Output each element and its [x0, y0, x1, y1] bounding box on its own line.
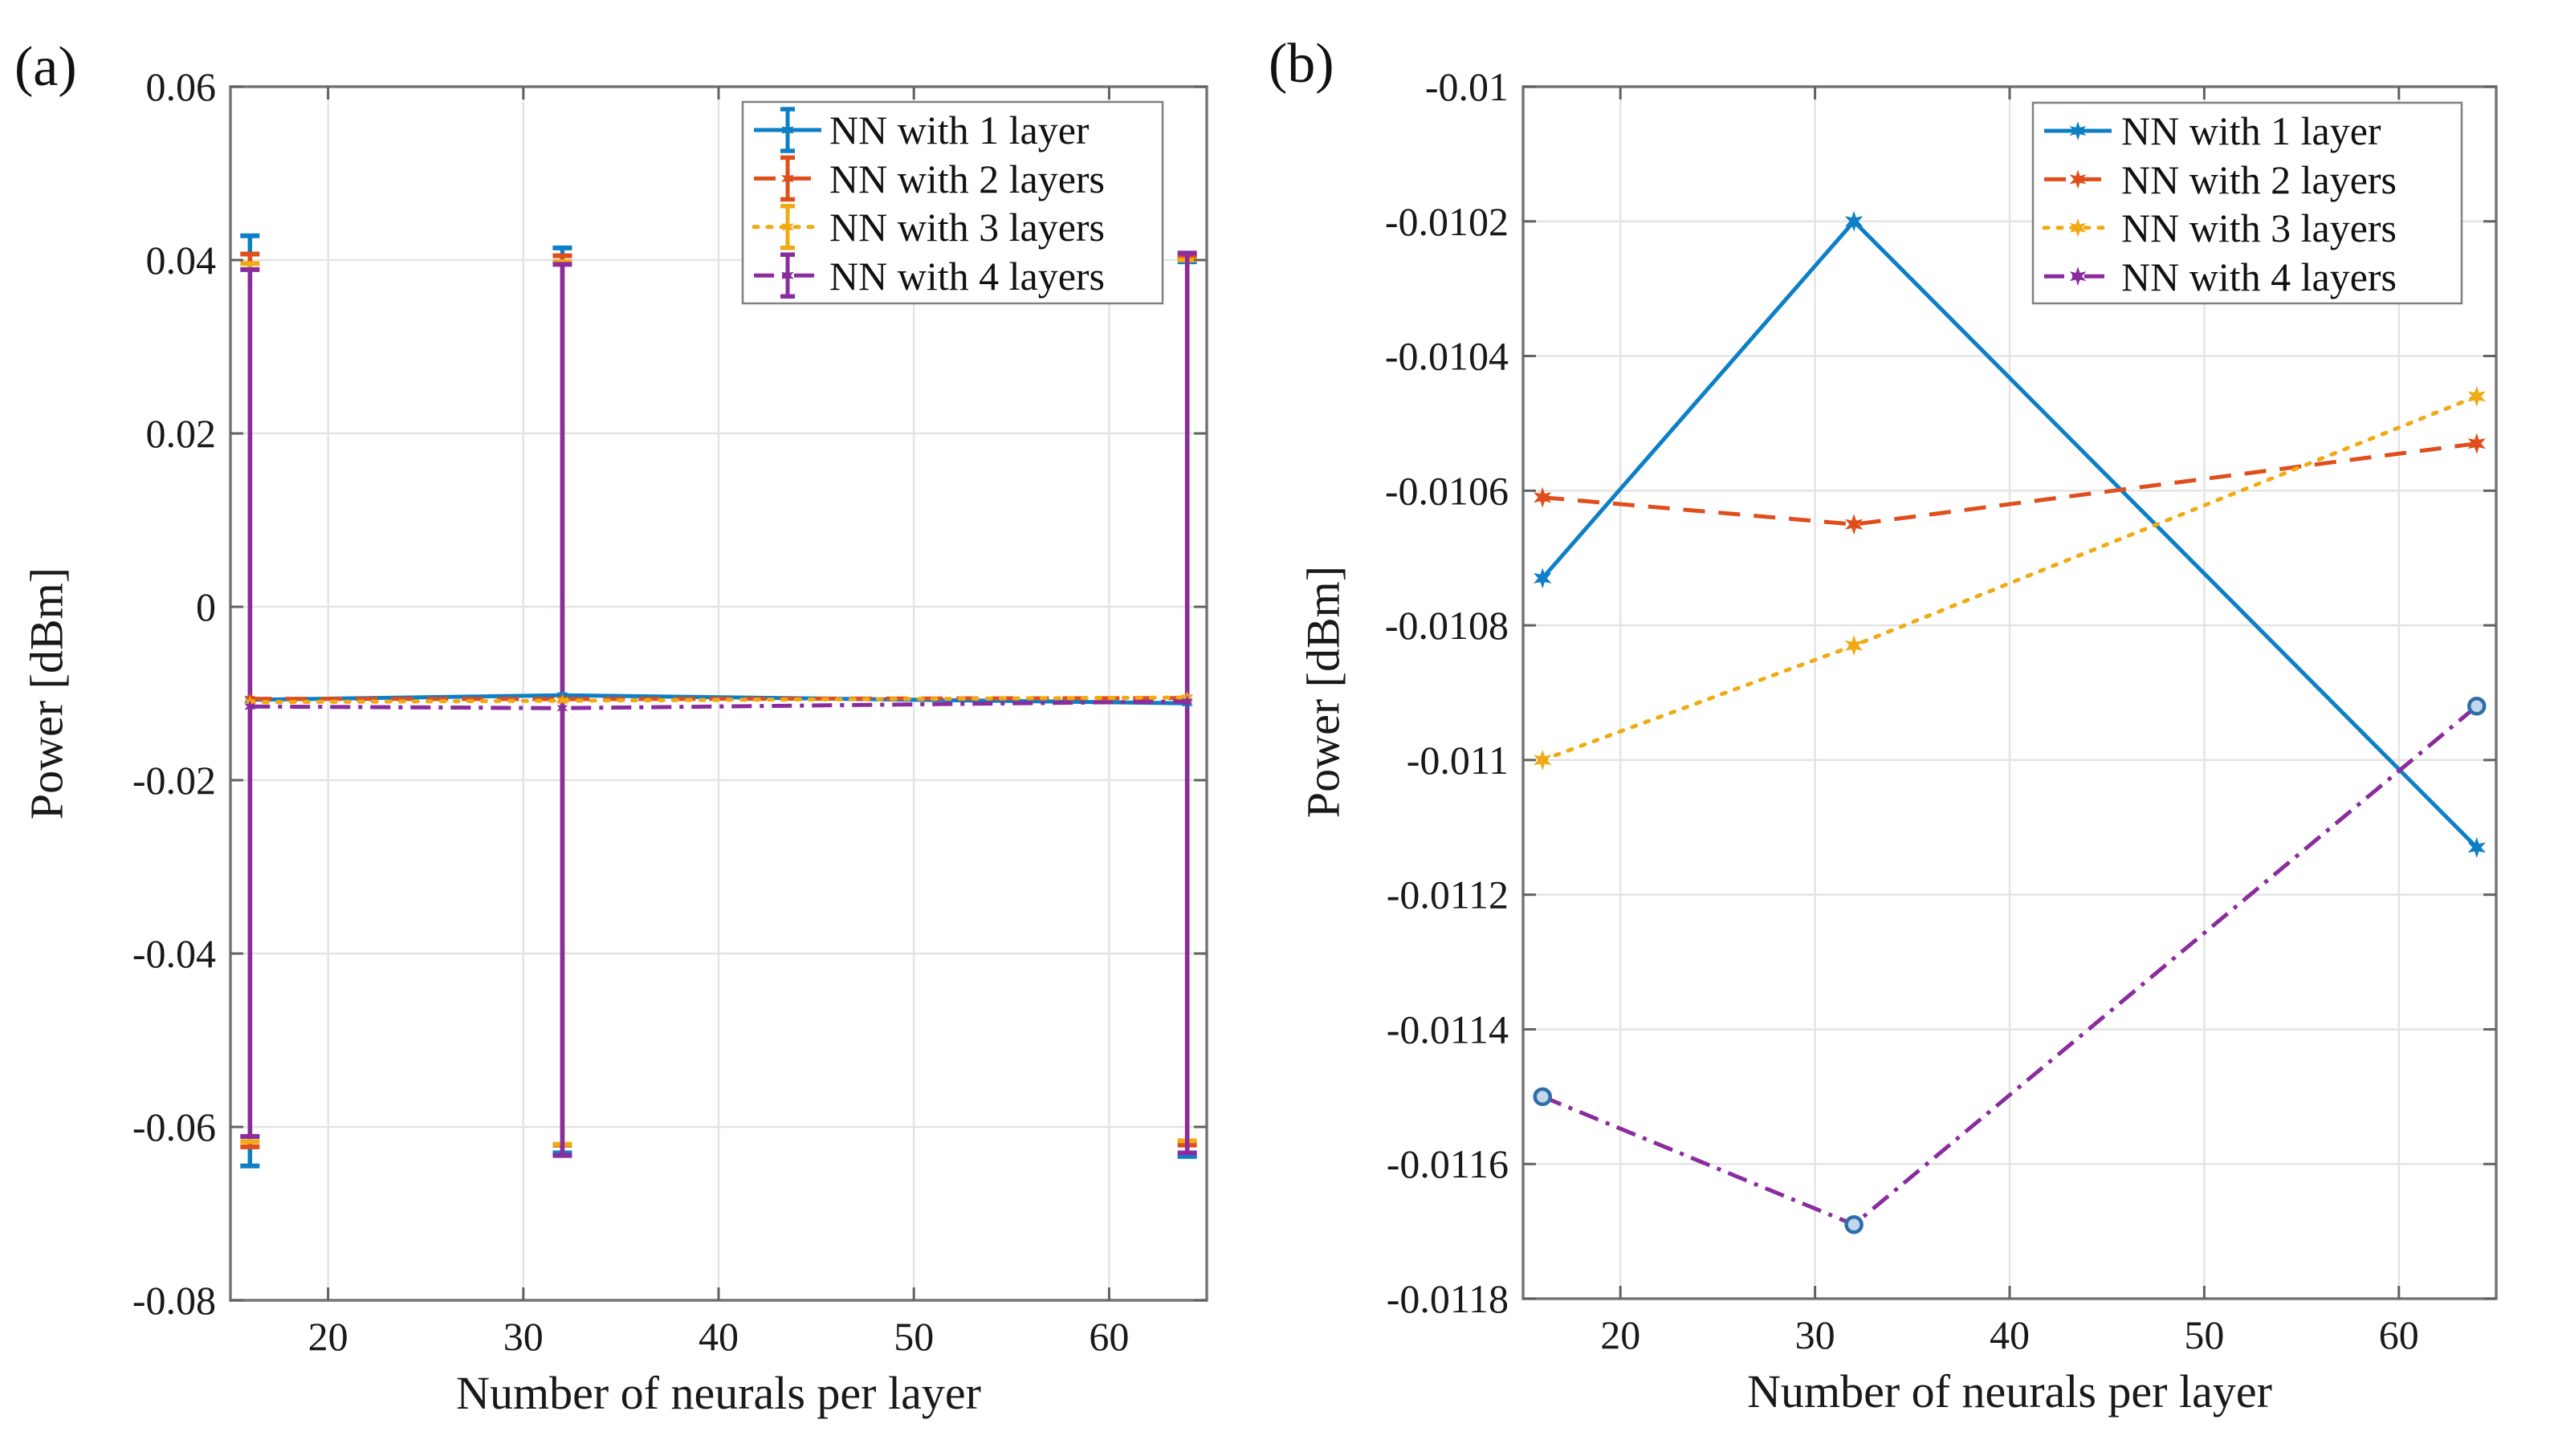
y-tick-label: -0.0108: [1385, 603, 1509, 648]
legend-box: [741, 100, 1164, 305]
y-tick-label: -0.0112: [1387, 872, 1509, 917]
data-point-star: [1534, 486, 1552, 508]
legend: [2031, 101, 2463, 305]
legend-a-item-1: NN with 1 layer: [829, 108, 1090, 153]
x-tick-label: 50: [894, 1314, 934, 1359]
y-tick-label: -0.06: [132, 1104, 216, 1149]
y-tick-label: -0.08: [132, 1278, 216, 1323]
y-tick-label: 0.04: [146, 238, 217, 283]
gridlines: [1523, 87, 2496, 1299]
y-tick-label: -0.011: [1407, 738, 1509, 783]
legend-sample-marker: [781, 219, 794, 234]
legend-sample-marker: [781, 171, 794, 186]
data-point-star: [2467, 836, 2486, 858]
data-point-star: [2467, 433, 2486, 454]
panel-b-label: (b): [1269, 33, 1334, 95]
panel-b-y-axis-title: Power [dBm]: [1297, 565, 1350, 819]
panel-a-label: (a): [14, 36, 77, 98]
data-point-star: [1844, 210, 1864, 232]
tick-labels: 20 30 40 50 60 0.06 0.04 0.02 0 -0.02 -0.04 -0.06 -0…: [132, 64, 1130, 1359]
axis-ticks: [1523, 85, 2496, 1300]
data-point-open-circle: [1533, 1087, 1552, 1107]
y-tick-label: 0: [196, 584, 216, 629]
x-tick-label: 50: [2184, 1312, 2224, 1357]
data-point-star: [1181, 694, 1193, 708]
legend-b-item-3: NN with 3 layers: [2121, 205, 2397, 250]
series-2: [1534, 433, 2486, 535]
x-tick-label: 20: [308, 1314, 348, 1359]
y-tick-label: -0.02: [132, 758, 216, 803]
legend: [741, 100, 1164, 305]
x-tick-label: 20: [1600, 1312, 1640, 1357]
data-point-star: [1534, 749, 1552, 771]
chart-panel-b: 20 30 40 50 60 -0.01 -0.0102 -0.0104 -0.0106 -0.0…: [1385, 64, 2498, 1357]
axis-ticks: [230, 85, 1207, 1302]
legend-a-item-4: NN with 4 layers: [829, 254, 1105, 299]
legend-a-item-3: NN with 3 layers: [829, 205, 1105, 250]
data-point-star: [2467, 385, 2486, 407]
panel-b-x-axis-title: Number of neurals per layer: [1747, 1365, 2272, 1417]
x-tick-label: 30: [503, 1314, 544, 1359]
panel-a-x-axis-title: Number of neurals per layer: [456, 1367, 981, 1419]
x-tick-label: 40: [699, 1314, 739, 1359]
panel-a-y-axis-title: Power [dBm]: [20, 567, 73, 820]
series-3: [1534, 385, 2486, 771]
data-point-star: [1844, 635, 1864, 657]
data-point-star: [556, 694, 568, 707]
data-point-open-circle: [2467, 697, 2487, 716]
x-tick-label: 40: [1990, 1312, 2030, 1357]
legend-sample-marker: [781, 268, 794, 283]
x-tick-label: 30: [1795, 1312, 1835, 1357]
legend-sample-marker: [2069, 121, 2087, 140]
y-tick-label: -0.01: [1425, 64, 1509, 109]
series-1: [1534, 210, 2486, 858]
y-tick-label: -0.0102: [1385, 199, 1509, 244]
y-tick-label: 0.06: [146, 64, 217, 109]
y-tick-label: 0.02: [146, 411, 217, 456]
x-tick-label: 60: [2379, 1312, 2419, 1357]
data-point-star: [1844, 514, 1864, 535]
legend-sample-marker: [781, 123, 794, 137]
y-tick-label: -0.0118: [1387, 1276, 1509, 1321]
x-tick-label: 60: [1089, 1314, 1129, 1359]
data-point-open-circle: [1844, 1214, 1864, 1234]
legend-b-item-4: NN with 4 layers: [2121, 254, 2397, 299]
y-tick-label: -0.0106: [1385, 468, 1509, 513]
legend-sample-marker: [2069, 169, 2087, 189]
chart-panel-a: 20 30 40 50 60 0.06 0.04 0.02 0 -0.02 -0.04 -0.06 -0…: [132, 64, 1208, 1359]
series-4: [1533, 697, 2487, 1234]
y-tick-label: -0.0116: [1387, 1141, 1509, 1186]
y-tick-label: -0.0104: [1385, 334, 1509, 379]
legend-b-item-1: NN with 1 layer: [2121, 108, 2381, 153]
data-point-star: [556, 702, 568, 715]
data-point-star: [1534, 567, 1552, 589]
series-4: [244, 694, 1193, 715]
legend-a-item-2: NN with 2 layers: [829, 157, 1105, 201]
legend-b-item-2: NN with 2 layers: [2121, 157, 2397, 202]
y-tick-label: -0.04: [132, 931, 216, 976]
data-point-star: [244, 700, 256, 714]
tick-labels: 20 30 40 50 60 -0.01 -0.0102 -0.0104 -0.0106 -0.0…: [1385, 64, 2419, 1357]
legend-box: [2031, 101, 2463, 305]
y-tick-label: -0.0114: [1387, 1007, 1509, 1051]
legend-sample-marker: [2069, 266, 2087, 287]
legend-sample-marker: [2069, 218, 2087, 238]
